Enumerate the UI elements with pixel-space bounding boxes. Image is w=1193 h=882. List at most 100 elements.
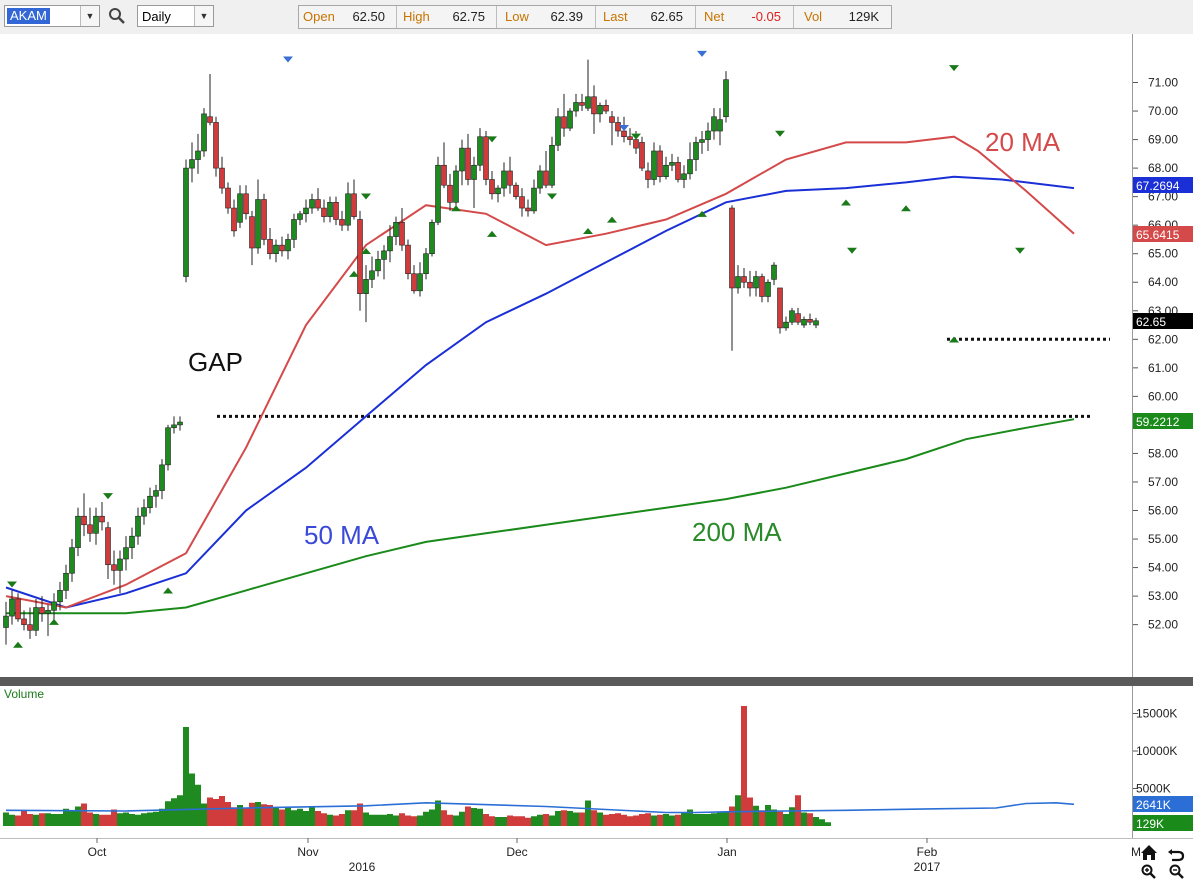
candle-body bbox=[447, 184, 453, 203]
candle bbox=[693, 136, 699, 171]
candle bbox=[417, 262, 423, 297]
candle bbox=[429, 219, 435, 257]
volume-bar bbox=[609, 814, 615, 826]
price-tick-label: 56.00 bbox=[1148, 504, 1178, 518]
volume-bar bbox=[231, 807, 237, 826]
candle-body bbox=[453, 170, 459, 203]
candle-body bbox=[609, 116, 615, 123]
candle-body bbox=[105, 527, 111, 566]
signal-up-marker bbox=[949, 336, 959, 343]
candle bbox=[45, 604, 51, 637]
candle-body bbox=[621, 130, 627, 138]
candle-body bbox=[735, 276, 741, 289]
pane-divider[interactable] bbox=[0, 677, 1193, 686]
candle-body bbox=[783, 321, 789, 329]
candle-body bbox=[273, 244, 279, 255]
candle-body bbox=[651, 150, 657, 180]
signal-up-marker bbox=[49, 618, 59, 625]
volume-bar bbox=[753, 805, 759, 826]
candle-body bbox=[177, 421, 183, 426]
open-value: 62.50 bbox=[352, 9, 385, 24]
volume-bar bbox=[279, 809, 285, 826]
candle bbox=[561, 93, 567, 137]
volume-bar bbox=[429, 809, 435, 826]
month-label: Oct bbox=[88, 845, 107, 859]
candle-body bbox=[45, 610, 51, 614]
search-icon[interactable] bbox=[108, 7, 126, 25]
zoom-in-icon[interactable] bbox=[1141, 864, 1156, 879]
volume-bar bbox=[405, 815, 411, 826]
symbol-value[interactable]: AKAM bbox=[7, 8, 50, 24]
price-volume-chart[interactable]: 52.0053.0054.0055.0056.0057.0058.0059.00… bbox=[0, 34, 1193, 882]
candle bbox=[81, 493, 87, 537]
candle-body bbox=[501, 170, 507, 189]
candle-body bbox=[549, 144, 555, 186]
candle-body bbox=[315, 199, 321, 209]
volume-bar bbox=[147, 812, 153, 826]
candle-body bbox=[789, 310, 795, 323]
candle bbox=[597, 102, 603, 123]
undo-icon[interactable] bbox=[1168, 849, 1185, 862]
volume-bar bbox=[789, 807, 795, 826]
interval-combo[interactable]: Daily ▼ bbox=[137, 5, 214, 27]
volume-bar bbox=[681, 812, 687, 826]
candle bbox=[201, 108, 207, 157]
candle bbox=[405, 239, 411, 280]
open-label: Open bbox=[303, 9, 335, 24]
candle-body bbox=[15, 598, 21, 620]
candle-body bbox=[141, 507, 147, 517]
volume-bar bbox=[813, 817, 819, 826]
last-price-tag: 62.65 bbox=[1133, 313, 1193, 329]
candle bbox=[243, 185, 249, 220]
candle bbox=[813, 317, 819, 329]
chevron-down-icon[interactable]: ▼ bbox=[194, 6, 213, 26]
volume-bar bbox=[183, 727, 189, 826]
candle bbox=[639, 136, 645, 171]
candle bbox=[63, 564, 69, 599]
candle-body bbox=[231, 207, 237, 232]
symbol-combo[interactable]: AKAM ▼ bbox=[4, 5, 100, 27]
candle bbox=[675, 156, 681, 183]
candle bbox=[27, 607, 33, 639]
signal-up-marker bbox=[841, 199, 851, 206]
volume-bar bbox=[375, 814, 381, 826]
candle-body bbox=[291, 219, 297, 240]
candle bbox=[141, 499, 147, 525]
candle bbox=[795, 307, 801, 326]
volume-average-line bbox=[5, 801, 1075, 814]
candle-body bbox=[633, 139, 639, 149]
candle-body bbox=[579, 102, 585, 106]
signal-up-marker bbox=[583, 228, 593, 235]
candle bbox=[15, 593, 21, 622]
candle bbox=[411, 265, 417, 294]
chevron-down-icon[interactable]: ▼ bbox=[80, 6, 99, 26]
interval-value: Daily bbox=[142, 9, 171, 24]
signal-down-marker bbox=[103, 493, 113, 500]
signal-down-marker bbox=[1015, 247, 1025, 254]
home-icon[interactable] bbox=[1141, 845, 1157, 860]
zoom-out-icon[interactable] bbox=[1169, 864, 1184, 879]
vol-label: Vol bbox=[804, 9, 823, 24]
candle-body bbox=[351, 193, 357, 217]
candle bbox=[315, 188, 321, 211]
candle bbox=[441, 142, 447, 189]
signal-up-marker bbox=[361, 248, 371, 254]
candle bbox=[165, 424, 171, 471]
volume-bar bbox=[303, 811, 309, 826]
candle-body bbox=[795, 313, 801, 323]
candle-body bbox=[219, 167, 225, 189]
volume-bar bbox=[291, 810, 297, 826]
candle-body bbox=[417, 273, 423, 292]
last-label: Last bbox=[603, 9, 628, 24]
candle-body bbox=[171, 424, 177, 429]
volume-bar bbox=[435, 800, 441, 826]
candle bbox=[501, 162, 507, 197]
price-tick-label: 58.00 bbox=[1148, 446, 1178, 460]
candle bbox=[687, 142, 693, 180]
candle-body bbox=[687, 159, 693, 175]
candle-body bbox=[669, 162, 675, 166]
volume-tick-label: 5000K bbox=[1136, 782, 1171, 796]
price-tick-label: 53.00 bbox=[1148, 589, 1178, 603]
volume-bar bbox=[663, 814, 669, 826]
volume-bar bbox=[765, 805, 771, 826]
